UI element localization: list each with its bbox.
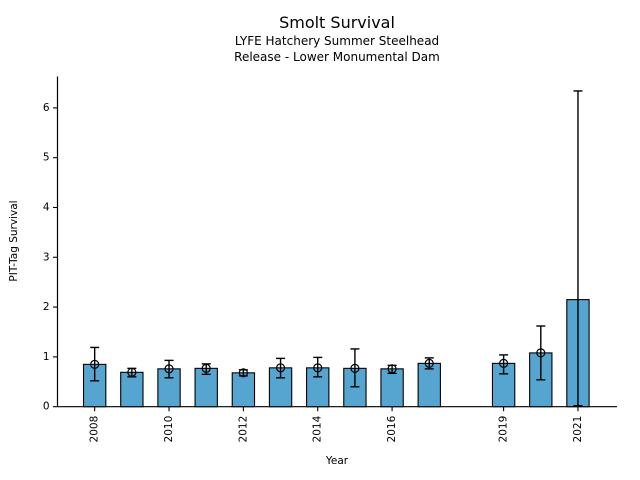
point-marker-2013 xyxy=(275,363,286,373)
y-tick-label: 3 xyxy=(43,251,50,263)
point-marker-2015 xyxy=(350,363,360,373)
point-marker-2017 xyxy=(424,358,434,368)
x-tick-label: 2014 xyxy=(312,415,324,442)
point-marker-2016 xyxy=(387,364,397,374)
point-marker-2010 xyxy=(164,364,174,374)
x-tick-label: 2010 xyxy=(163,416,175,443)
x-tick-label: 2019 xyxy=(498,416,510,443)
x-tick-label: 2016 xyxy=(386,415,398,442)
chart-title: Smolt Survival xyxy=(279,13,395,32)
bar-2012 xyxy=(231,372,256,408)
y-tick-label: 5 xyxy=(43,152,50,164)
y-tick-label: 1 xyxy=(43,351,50,363)
point-marker-2014 xyxy=(313,363,323,373)
y-tick-label: 6 xyxy=(43,102,50,114)
x-tick-label: 2012 xyxy=(237,416,249,443)
chart-subtitle-line1: LYFE Hatchery Summer Steelhead xyxy=(234,34,440,48)
point-marker-2009 xyxy=(127,367,137,377)
y-tick-label: 4 xyxy=(43,201,50,213)
x-tick-label: 2021 xyxy=(572,416,584,443)
point-marker-2020 xyxy=(536,348,546,358)
x-axis-label: Year xyxy=(325,455,349,467)
y-tick-label: 2 xyxy=(43,301,50,313)
x-tick-label: 2008 xyxy=(89,416,101,443)
point-marker-2019 xyxy=(499,358,509,368)
chart-title-block: Smolt Survival LYFE Hatchery Summer Stee… xyxy=(234,13,440,65)
y-tick-label: 0 xyxy=(43,401,50,413)
bar-2016 xyxy=(380,368,404,408)
point-marker-2008 xyxy=(90,359,100,369)
chart-subtitle-line2: Release - Lower Monumental Dam xyxy=(234,50,440,64)
point-marker-2012 xyxy=(238,368,248,378)
point-marker-2011 xyxy=(201,363,211,373)
bar-2017 xyxy=(417,362,441,408)
